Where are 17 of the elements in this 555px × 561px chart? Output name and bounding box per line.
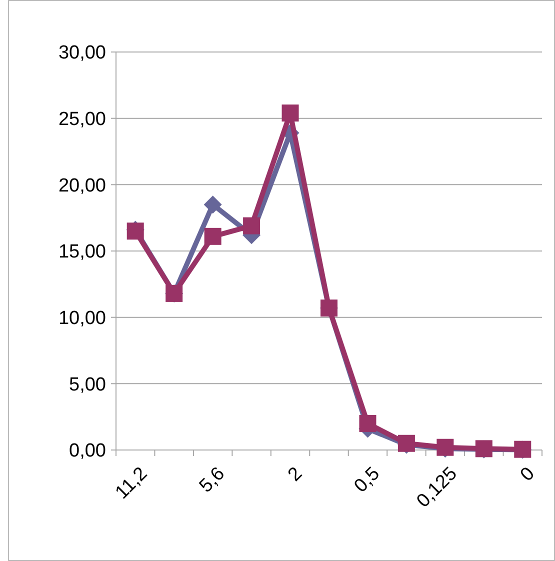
y-tick-label: 15,00 [58,242,106,263]
point [204,228,222,245]
y-tick-label: 0,00 [69,440,106,462]
point [282,104,299,122]
y-tick-label: 25,00 [58,108,106,130]
y-tick-label: 10,00 [58,308,106,329]
y-tick-label: 20,00 [58,175,106,196]
point [359,414,376,432]
x-tick-label: 5,6 [196,463,230,497]
y-tick-label: 30,00 [58,42,106,64]
point [204,196,222,214]
x-tick-label: 2 [284,463,307,486]
x-tick-label: 11,2 [112,463,152,504]
point [243,217,260,234]
x-tick-label: 0,5 [350,463,384,497]
y-tick-label: 5,00 [69,374,106,396]
x-tick-label: 0 [516,463,539,486]
